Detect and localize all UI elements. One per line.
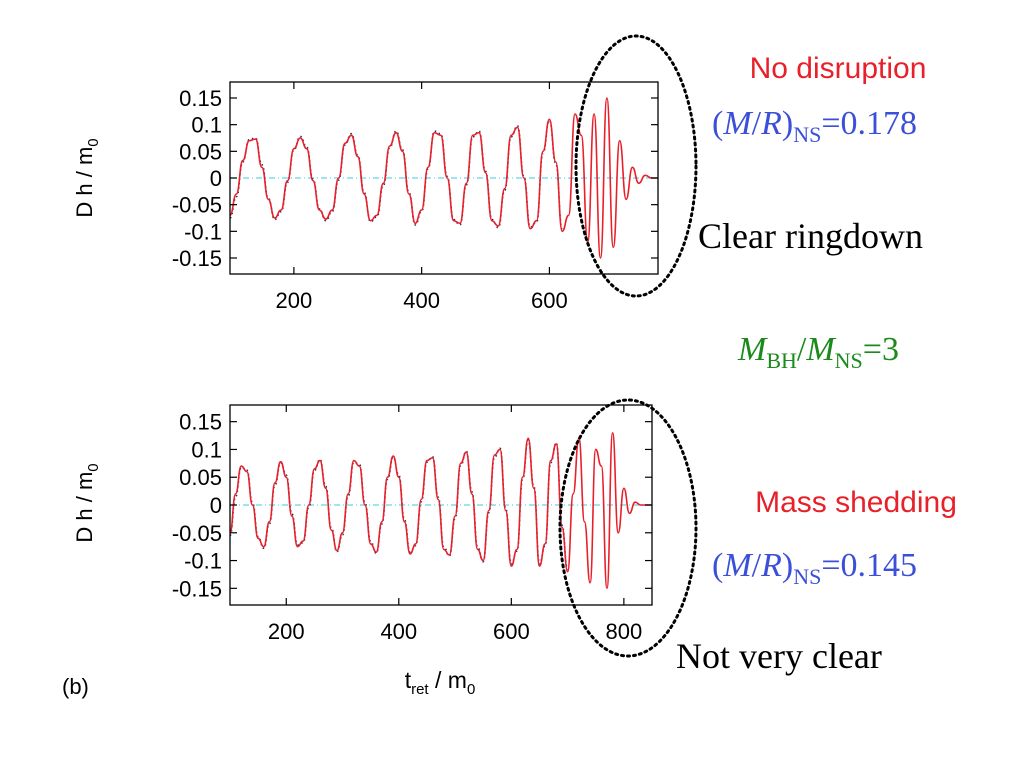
bottom-y-tick-label: -0.15	[172, 576, 222, 601]
bottom-y-tick-label: 0.05	[179, 465, 222, 490]
top-curves	[229, 97, 658, 259]
bottom-ticks: 200 400 600 800 0.150.1 0.05 0 -0.05 -0.1-0.15	[172, 405, 652, 644]
top-x-tick-label: 600	[531, 288, 568, 313]
bottom-compactness-label: (M/R)NS=0.145	[712, 547, 917, 589]
top-ticks: 200 400 600 0.150.10.050-0.05-0.1-0.15	[172, 82, 658, 313]
top-y-tick-label: 0.15	[179, 86, 222, 111]
top-y-tick-label: -0.1	[184, 219, 222, 244]
top-y-tick-label: 0	[210, 166, 222, 191]
top-dotted-waveform-line	[229, 119, 563, 231]
top-ringdown-highlight-ellipse	[574, 34, 698, 298]
bottom-ringdown-highlight-ellipse	[558, 398, 698, 658]
panel-tag: (b)	[62, 674, 89, 699]
bottom-y-tick-label: 0.15	[179, 410, 222, 435]
bottom-x-axis-label: tret / m0	[405, 667, 476, 698]
clear-ringdown-note: Clear ringdown	[698, 216, 923, 256]
mass-shedding-label: Mass shedding	[755, 486, 957, 519]
bottom-dotted-waveform-line	[229, 439, 569, 571]
top-x-tick-label: 200	[276, 288, 313, 313]
mass-ratio-label: MBH/MNS=3	[737, 331, 899, 373]
bottom-x-tick-label: 400	[380, 619, 417, 644]
top-waveform-panel: 200 400 600 0.150.10.050-0.05-0.1-0.15 D h …	[72, 81, 659, 313]
top-y-tick-label: 0.05	[179, 139, 222, 164]
top-solid-waveform-line	[229, 97, 658, 259]
bottom-y-tick-label: 0	[210, 493, 222, 518]
bottom-solid-waveform-line	[229, 431, 652, 590]
top-y-tick-label: -0.05	[172, 193, 222, 218]
bottom-y-tick-label: -0.1	[184, 549, 222, 574]
bottom-y-axis-label: D h / m0	[72, 463, 102, 542]
top-compactness-label: (M/R)NS=0.178	[712, 105, 917, 147]
top-x-tick-label: 400	[403, 288, 440, 313]
top-y-tick-label: -0.15	[172, 246, 222, 271]
bottom-x-tick-label: 200	[268, 619, 305, 644]
bottom-y-tick-label: -0.05	[172, 521, 222, 546]
no-disruption-label: No disruption	[750, 52, 927, 85]
top-y-tick-label: 0.1	[191, 113, 222, 138]
bottom-x-tick-label: 600	[493, 619, 530, 644]
not-very-clear-note: Not very clear	[676, 636, 882, 676]
bottom-waveform-panel: 200 400 600 800 0.150.1 0.05 0 -0.05 -0.1-0.15 D…	[72, 404, 653, 698]
bottom-curves	[229, 431, 652, 590]
bottom-x-tick-label: 800	[606, 619, 643, 644]
top-y-axis-label: D h / m0	[72, 138, 102, 217]
bottom-y-tick-label: 0.1	[191, 437, 222, 462]
